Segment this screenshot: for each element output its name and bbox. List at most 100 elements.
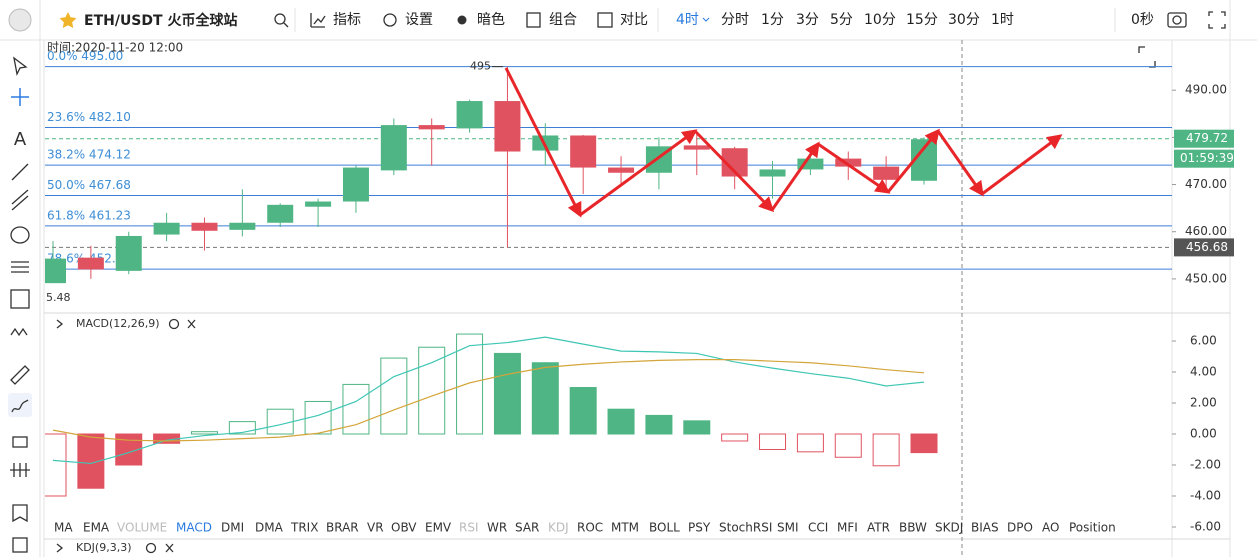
marker-price-tag <box>1174 238 1234 257</box>
macd-bar <box>228 421 256 435</box>
candle-body <box>77 257 104 270</box>
drawing-segment <box>886 128 940 193</box>
y-tick-label: -6.00 <box>1190 519 1221 533</box>
indicator-tab[interactable]: SMI <box>777 521 799 535</box>
ruler-tool[interactable] <box>10 365 30 385</box>
indicator-tab[interactable]: ROC <box>577 521 603 535</box>
countdown-tag <box>1174 149 1234 168</box>
lock-tool[interactable] <box>12 436 28 448</box>
interval-button[interactable]: 4时 <box>676 12 699 28</box>
cursor-tool[interactable] <box>13 56 28 77</box>
fib-tool[interactable] <box>11 261 29 273</box>
macd-bar <box>456 333 484 435</box>
indicator-tab[interactable]: MACD <box>176 521 212 535</box>
fullscreen-icon[interactable] <box>1208 11 1226 29</box>
shape-tool[interactable] <box>10 226 30 244</box>
low-label: 5.48 <box>46 291 71 304</box>
interval-button[interactable]: 5分 <box>830 12 853 28</box>
pattern-tool[interactable] <box>10 327 28 337</box>
macd-legend: MACD(12,26,9) <box>76 317 160 330</box>
indicator-tab[interactable]: Position <box>1069 521 1116 535</box>
indicator-tab[interactable]: VOLUME <box>117 521 167 535</box>
indicator-tab[interactable]: OBV <box>391 521 417 535</box>
toolbar-button[interactable]: 设置 <box>405 12 433 28</box>
indicator-tab[interactable]: ATR <box>867 521 890 535</box>
compare-icon[interactable] <box>597 12 613 28</box>
toolbar-button[interactable]: 指标 <box>333 12 361 28</box>
indicator-tab[interactable]: StochRSI <box>719 521 772 535</box>
toolbar-button[interactable]: 暗色 <box>477 11 505 28</box>
indicator-tab[interactable]: EMA <box>83 521 110 535</box>
interval-button[interactable]: 1分 <box>761 12 784 28</box>
fib-label: 38.2% 474.12 <box>47 148 131 162</box>
candle-tool[interactable] <box>10 463 30 477</box>
favorite-star[interactable] <box>59 12 77 28</box>
trendline-tool[interactable] <box>11 163 29 181</box>
collapse-icon[interactable] <box>56 543 64 553</box>
indicator-tab[interactable]: PSY <box>688 521 711 535</box>
indicator-tab[interactable]: TRIX <box>290 521 318 535</box>
macd-bar <box>872 433 900 467</box>
indicator-tab[interactable]: MA <box>54 521 73 535</box>
indicator-tab[interactable]: SAR <box>515 521 539 535</box>
indicator-tab[interactable]: AO <box>1042 521 1059 535</box>
indicator-tab[interactable]: DPO <box>1007 521 1033 535</box>
indicator-tab[interactable]: VR <box>367 521 384 535</box>
search-icon[interactable] <box>283 22 289 28</box>
collapse-icon[interactable] <box>56 319 64 329</box>
layout-icon[interactable] <box>526 12 541 28</box>
measure-tool[interactable] <box>10 289 30 309</box>
theme-icon[interactable] <box>457 15 467 25</box>
candle-body <box>115 235 142 271</box>
dropdown-icon[interactable] <box>702 17 710 22</box>
indicator-tab[interactable]: MFI <box>837 521 858 535</box>
candle-body <box>835 158 862 167</box>
delete-tool[interactable] <box>12 537 28 553</box>
macd-line <box>52 359 925 442</box>
indicator-tab[interactable]: KDJ <box>548 521 569 535</box>
macd-bar <box>759 433 787 451</box>
indicator-tab[interactable]: BIAS <box>971 521 999 535</box>
interval-button[interactable]: 15分 <box>906 12 938 28</box>
indicator-tab[interactable]: WR <box>487 521 507 535</box>
interval-button[interactable]: 10分 <box>864 12 896 28</box>
settings-icon[interactable] <box>383 13 397 27</box>
indicator-tab[interactable]: MTM <box>611 521 639 535</box>
search-icon[interactable] <box>274 13 286 25</box>
indicator-tab[interactable]: CCI <box>808 521 828 535</box>
logo[interactable] <box>8 8 32 32</box>
crosshair-tool[interactable] <box>11 88 29 106</box>
screenshot-icon[interactable] <box>1167 12 1187 28</box>
indicator-icon[interactable] <box>310 13 326 28</box>
fib-label: 50.0% 467.68 <box>47 178 131 192</box>
indicator-tab[interactable]: BRAR <box>326 521 359 535</box>
toolbar-button[interactable]: 组合 <box>549 12 577 28</box>
text-tool[interactable]: A <box>14 129 27 150</box>
macd-bar <box>45 433 67 497</box>
y-tick-label: 6.00 <box>1190 334 1217 348</box>
close-icon[interactable] <box>187 319 196 329</box>
brush-tool-bg[interactable] <box>8 393 32 417</box>
interval-button[interactable]: 30分 <box>948 12 980 28</box>
settings-icon[interactable] <box>168 318 180 330</box>
settings-icon[interactable] <box>145 542 157 554</box>
main-pane: 0.0% 495.00 23.6% 482.10 38.2% 474.12 50.0%… <box>45 49 1172 284</box>
toolbar-button[interactable]: 对比 <box>620 12 648 28</box>
screenshot-icon[interactable] <box>1172 15 1182 25</box>
interval-button[interactable]: 分时 <box>721 12 749 28</box>
symbol[interactable]: ETH/USDT 火币全球站 <box>84 12 237 29</box>
indicator-tab[interactable]: BOLL <box>649 521 680 535</box>
indicator-tab[interactable]: DMI <box>221 521 244 535</box>
indicator-tab[interactable]: EMV <box>425 521 452 535</box>
indicator-tab[interactable]: BBW <box>899 521 927 535</box>
macd-bar <box>418 346 446 435</box>
channel-tool[interactable] <box>11 189 29 211</box>
indicator-tab[interactable]: RSI <box>459 521 479 535</box>
interval-button[interactable]: 1时 <box>991 12 1014 28</box>
bookmark-tool[interactable] <box>12 504 28 523</box>
indicator-tab[interactable]: DMA <box>255 521 284 535</box>
close-icon[interactable] <box>165 543 174 553</box>
interval-button[interactable]: 3分 <box>796 12 819 28</box>
brush-tool[interactable] <box>11 399 29 413</box>
indicator-tab[interactable]: SKDJ <box>935 521 963 535</box>
